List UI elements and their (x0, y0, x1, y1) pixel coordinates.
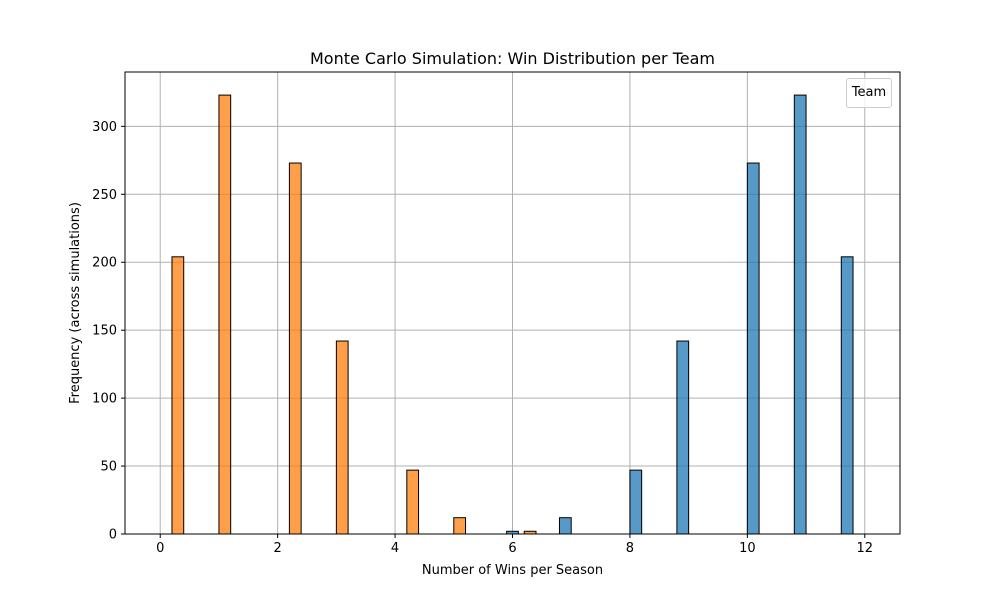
x-tick-label: 2 (274, 541, 282, 556)
chart-title: Monte Carlo Simulation: Win Distribution… (310, 49, 715, 68)
legend-title: Team (851, 85, 887, 100)
x-axis-label: Number of Wins per Season (422, 563, 603, 578)
bar-series-1 (171, 256, 185, 535)
x-tick-label: 0 (156, 541, 164, 556)
axis-ticks: 0 2 4 6 8 10 12 0 50 100 150 200 250 300 (92, 120, 873, 556)
bar-series-1 (453, 517, 467, 535)
grid-lines (125, 72, 900, 535)
x-tick-label: 10 (739, 541, 756, 556)
legend: Team (846, 78, 892, 108)
bar-series-1 (335, 340, 349, 535)
bar-series-0 (676, 340, 690, 535)
y-tick-label: 200 (92, 256, 117, 271)
y-tick-label: 0 (109, 528, 117, 543)
bar-series-0 (558, 517, 572, 535)
x-tick-label: 6 (508, 541, 516, 556)
y-axis-label: Frequency (across simulations) (68, 202, 83, 404)
bar-series-0 (746, 162, 760, 535)
bar-series-0 (840, 256, 854, 535)
bar-series-1 (288, 162, 302, 535)
bar-series-0 (793, 94, 807, 535)
bar-series-1 (218, 94, 232, 535)
y-tick-label: 150 (92, 324, 117, 339)
y-tick-label: 300 (92, 120, 117, 135)
x-tick-label: 12 (856, 541, 873, 556)
bar-series-0 (629, 469, 643, 535)
y-tick-label: 250 (92, 188, 117, 203)
y-tick-label: 100 (92, 392, 117, 407)
y-tick-label: 50 (100, 460, 117, 475)
x-tick-label: 4 (391, 541, 399, 556)
bar-series-1 (406, 469, 420, 535)
bars (171, 94, 854, 535)
x-tick-label: 8 (626, 541, 634, 556)
